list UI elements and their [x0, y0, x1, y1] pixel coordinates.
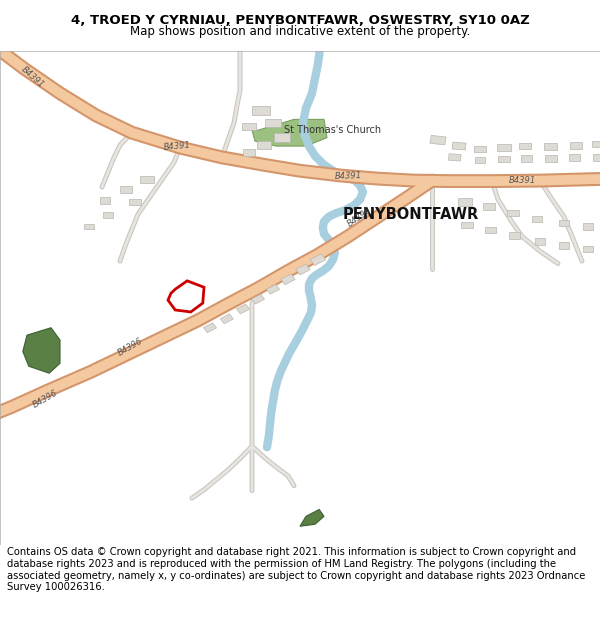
Bar	[452, 142, 466, 150]
Bar	[474, 146, 486, 152]
Bar	[251, 294, 265, 304]
Bar	[583, 246, 593, 252]
Bar	[458, 198, 472, 206]
Bar	[257, 141, 271, 149]
Bar	[203, 323, 217, 332]
Bar	[266, 284, 280, 294]
Bar	[461, 222, 473, 228]
Bar	[281, 274, 295, 285]
Bar	[310, 254, 326, 266]
Bar	[498, 156, 510, 162]
Text: PENYBONTFAWR: PENYBONTFAWR	[343, 207, 479, 222]
Bar	[532, 216, 542, 222]
Bar	[535, 238, 545, 244]
Text: B4396: B4396	[346, 205, 374, 228]
Bar	[252, 106, 270, 115]
Bar	[497, 144, 511, 151]
Bar	[509, 232, 520, 239]
Bar	[570, 142, 582, 149]
Bar	[430, 136, 446, 145]
Text: B4396: B4396	[117, 337, 145, 358]
Bar	[544, 142, 557, 149]
Bar	[475, 157, 485, 163]
Bar	[84, 224, 94, 229]
Bar	[140, 176, 154, 183]
Bar	[583, 223, 593, 230]
Bar	[485, 227, 496, 233]
Bar	[129, 199, 141, 205]
Text: Contains OS data © Crown copyright and database right 2021. This information is : Contains OS data © Crown copyright and d…	[7, 548, 586, 592]
Text: B4391: B4391	[163, 141, 191, 152]
Bar	[593, 154, 600, 161]
Bar	[243, 149, 255, 156]
Bar	[559, 220, 569, 226]
Text: B4391: B4391	[20, 64, 46, 89]
Polygon shape	[23, 328, 60, 373]
Bar	[521, 155, 532, 162]
Text: B4396: B4396	[31, 389, 59, 410]
Bar	[236, 304, 250, 314]
Bar	[100, 197, 110, 204]
Bar	[265, 119, 281, 127]
Polygon shape	[300, 509, 324, 526]
Bar	[274, 134, 290, 142]
Text: 4, TROED Y CYRNIAU, PENYBONTFAWR, OSWESTRY, SY10 0AZ: 4, TROED Y CYRNIAU, PENYBONTFAWR, OSWEST…	[71, 14, 529, 28]
Bar	[483, 203, 495, 210]
Bar	[296, 264, 310, 275]
Bar	[103, 213, 113, 218]
Bar	[569, 154, 580, 161]
Bar	[242, 123, 256, 130]
Bar	[592, 141, 600, 148]
Text: St Thomas's Church: St Thomas's Church	[284, 125, 382, 135]
Text: Map shows position and indicative extent of the property.: Map shows position and indicative extent…	[130, 26, 470, 39]
Bar	[559, 242, 569, 249]
Bar	[220, 314, 233, 324]
Bar	[519, 143, 531, 149]
Bar	[120, 186, 132, 192]
Bar	[448, 154, 461, 161]
Bar	[507, 210, 519, 216]
Text: B4391: B4391	[334, 171, 362, 181]
Text: B4391: B4391	[508, 176, 536, 185]
Bar	[545, 155, 557, 162]
Polygon shape	[252, 119, 327, 146]
